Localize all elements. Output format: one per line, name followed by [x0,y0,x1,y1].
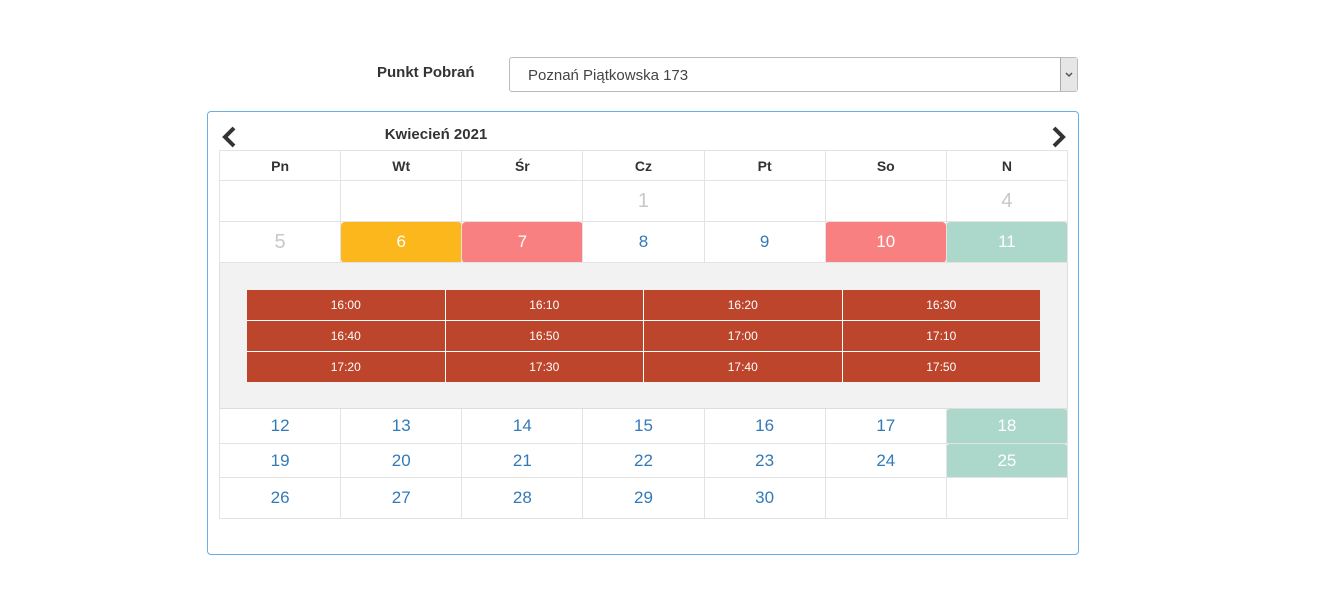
day-cell[interactable]: 9 [703,221,826,263]
weekday-header: So [824,150,947,181]
day-cell[interactable]: 16 [703,408,826,444]
time-slot[interactable]: 17:00 [644,320,842,351]
weekday-header: Śr [461,150,584,181]
empty-cell [703,180,826,222]
location-select[interactable]: Poznań Piątkowska 173 [509,57,1078,92]
select-value: Poznań Piątkowska 173 [528,67,689,84]
empty-cell [340,180,463,222]
next-month[interactable] [1048,125,1068,149]
time-slot[interactable]: 17:30 [445,351,643,382]
time-slot[interactable]: 17:20 [247,351,445,382]
day-cell[interactable]: 26 [218,477,342,519]
day-cell[interactable]: 19 [218,443,342,478]
day-cell[interactable]: 8 [582,221,705,263]
weekday-header: Pn [218,150,342,181]
day-cell[interactable]: 1 [582,180,705,222]
day-cell[interactable]: 24 [824,443,947,478]
time-slot[interactable]: 16:50 [445,320,643,351]
weekday-header: N [945,150,1069,181]
day-cell[interactable]: 21 [461,443,584,478]
day-cell[interactable]: 17 [824,408,947,444]
empty-cell [945,477,1069,519]
day-cell[interactable]: 11 [945,221,1069,263]
day-cell[interactable]: 6 [340,221,463,263]
calendar-title: Kwiecień 2021 [384,126,488,143]
slot-grid: 16:00 16:10 16:20 16:30 16:40 16:50 17:00 17:10… [247,289,1040,382]
day-cell[interactable]: 13 [340,408,463,444]
time-slot[interactable]: 16:30 [842,289,1040,320]
time-slot[interactable]: 16:20 [644,289,842,320]
empty-cell [218,180,342,222]
arrow-icon [1065,72,1073,78]
day-cell[interactable]: 25 [945,443,1069,478]
day-cell[interactable]: 28 [461,477,584,519]
day-cell[interactable]: 29 [582,477,705,519]
field-label: Punkt Pobrań [377,64,475,81]
time-slot[interactable]: 17:50 [842,351,1040,382]
empty-cell [824,477,947,519]
time-slot[interactable]: 17:40 [644,351,842,382]
day-cell[interactable]: 4 [945,180,1069,222]
weekday-header: Pt [703,150,826,181]
prev-month[interactable] [220,125,240,149]
time-slot[interactable]: 16:40 [247,320,445,351]
day-cell[interactable]: 22 [582,443,705,478]
time-slot[interactable]: 16:00 [247,289,445,320]
day-cell[interactable]: 12 [218,408,342,444]
day-cell[interactable]: 30 [703,477,826,519]
day-cell[interactable]: 5 [218,221,342,263]
weekday-header: Cz [582,150,705,181]
calendar-box [207,111,1079,555]
day-cell[interactable]: 27 [340,477,463,519]
select-arrow[interactable] [1060,58,1077,91]
day-cell[interactable]: 7 [461,221,584,263]
empty-cell [461,180,584,222]
empty-cell [824,180,947,222]
day-cell[interactable]: 23 [703,443,826,478]
day-cell[interactable]: 15 [582,408,705,444]
day-cell[interactable]: 20 [340,443,463,478]
time-slot[interactable]: 16:10 [445,289,643,320]
day-cell[interactable]: 18 [945,408,1069,444]
weekday-header: Wt [340,150,463,181]
time-slot[interactable]: 17:10 [842,320,1040,351]
slot-panel: 16:00 16:10 16:20 16:30 16:40 16:50 17:00 17:10… [219,262,1068,409]
day-cell[interactable]: 10 [824,221,947,263]
day-cell[interactable]: 14 [461,408,584,444]
